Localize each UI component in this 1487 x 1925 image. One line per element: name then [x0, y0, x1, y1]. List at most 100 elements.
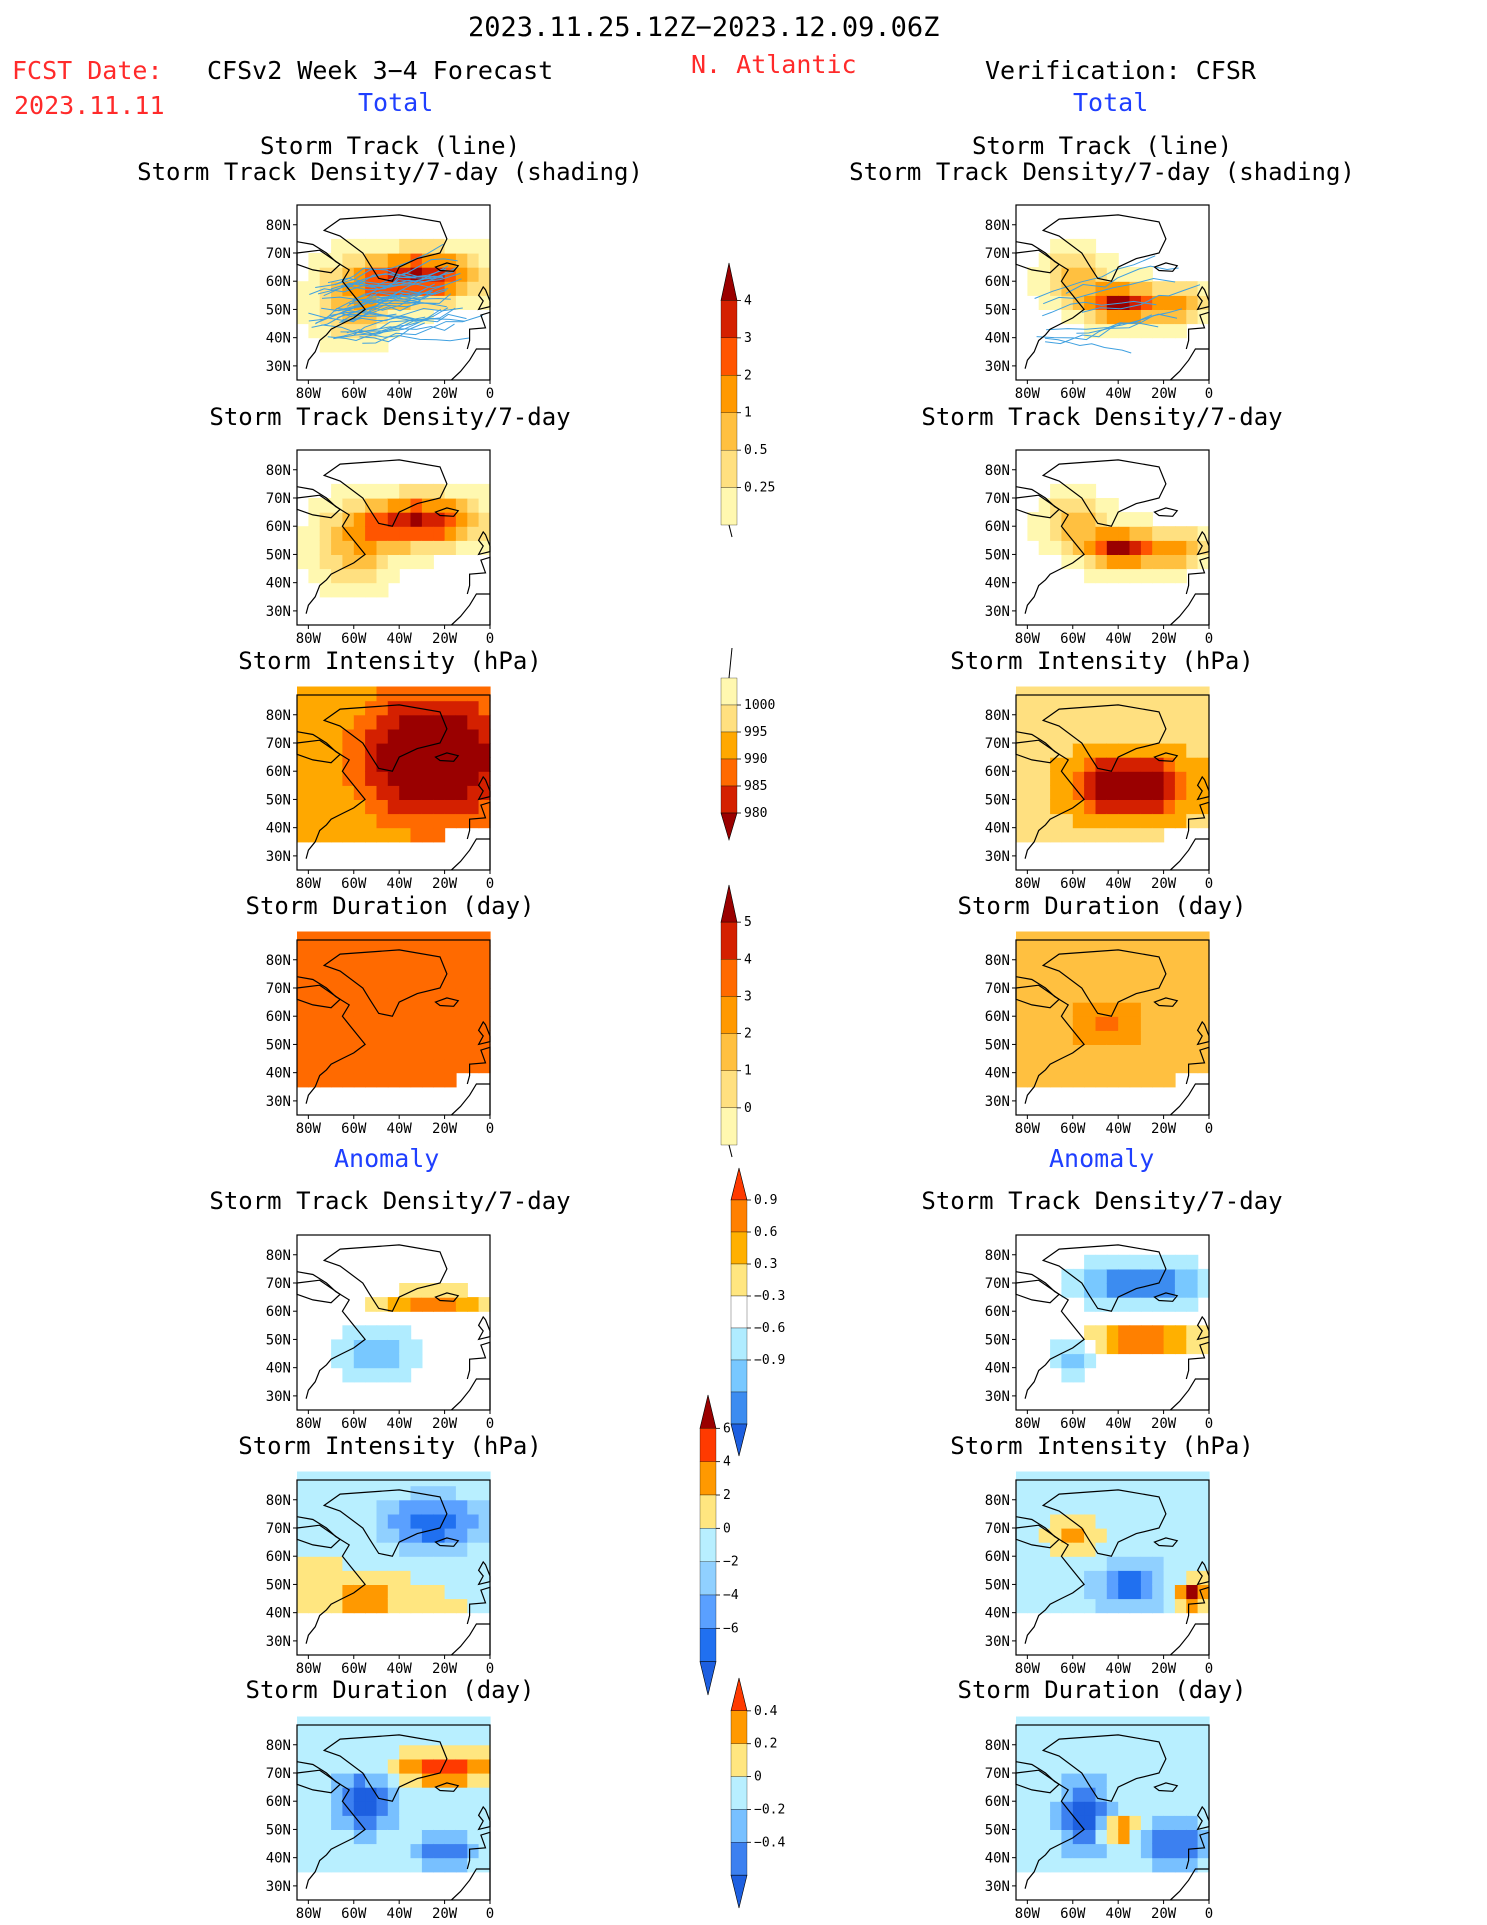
shade-cell — [353, 1513, 366, 1529]
shade-cell — [1186, 309, 1199, 325]
shade-cell — [1106, 1339, 1119, 1355]
lon-tick-label: 60W — [1060, 1416, 1086, 1432]
map-frame — [1015, 694, 1210, 871]
shade-cell — [1186, 700, 1199, 716]
lon-tick-label: 20W — [432, 876, 458, 892]
shade-cell — [1016, 1528, 1028, 1543]
shade-cell — [1152, 1485, 1165, 1501]
shade-cell — [455, 512, 468, 527]
shade-cell — [342, 1072, 355, 1088]
colorbar-segment — [720, 758, 738, 787]
panel-title: Storm Duration (day) — [245, 1676, 535, 1704]
shade-cell — [308, 1857, 321, 1873]
shade-cell — [1050, 281, 1063, 296]
shade-cell — [1163, 771, 1176, 786]
shade-cell — [444, 1513, 457, 1529]
shade-cell — [455, 799, 468, 815]
map-frame — [296, 204, 491, 381]
shade-cell — [399, 1339, 412, 1355]
shade-cell — [1140, 1801, 1153, 1816]
panel-title: Storm Intensity (hPa) — [950, 647, 1254, 675]
shade-cell — [353, 1002, 366, 1017]
shade-cell — [1163, 1044, 1176, 1060]
shade-cell — [376, 1058, 389, 1074]
shade-cell — [1084, 1072, 1097, 1088]
shade-cell — [1118, 281, 1131, 296]
shade-cell — [1038, 771, 1051, 786]
shade-cell — [1140, 1072, 1153, 1088]
lat-tick-label: 30N — [985, 1879, 1010, 1895]
map-frame — [1015, 939, 1210, 1116]
shade-cell — [1106, 498, 1119, 513]
colorbar-tick-label: −4 — [723, 1588, 739, 1603]
shade-cell — [1129, 799, 1142, 815]
shade-cell — [353, 1787, 366, 1802]
shade-cell — [1072, 799, 1085, 815]
shade-cell — [1140, 1815, 1153, 1830]
verification-title: Verification: CFSR — [985, 56, 1256, 85]
map-frame — [296, 1724, 491, 1901]
shade-cell — [1152, 1513, 1165, 1529]
shade-cell — [387, 238, 400, 254]
panel-title: Storm Intensity (hPa) — [950, 1432, 1254, 1460]
shade-cell — [1095, 988, 1108, 1003]
lat-tick-label: 70N — [266, 1766, 291, 1782]
shade-cell — [331, 728, 344, 744]
shade-cell — [1118, 1584, 1131, 1600]
colorbar-arrow — [730, 1423, 748, 1457]
shade-cell — [1016, 686, 1028, 702]
shade-cell — [319, 1471, 332, 1487]
shade-cell — [365, 785, 378, 800]
shade-cell — [1061, 1744, 1074, 1760]
shade-cell — [1152, 1268, 1165, 1284]
shade-cell — [319, 813, 332, 829]
shade-cell — [1163, 1801, 1176, 1816]
lon-tick-label: 20W — [1151, 631, 1177, 647]
shade-cell — [1174, 813, 1187, 829]
shade-cell — [1050, 1815, 1063, 1830]
shade-cell — [1163, 1758, 1176, 1774]
storm-track-line — [339, 292, 440, 324]
shade-cell — [1197, 973, 1210, 989]
shade-cell — [1174, 1044, 1187, 1060]
shade-cell — [1186, 1801, 1199, 1816]
shade-cell — [1106, 959, 1119, 975]
shade-cell — [365, 1367, 378, 1383]
lon-tick-label: 40W — [1106, 386, 1132, 402]
shade-cell — [455, 1030, 468, 1045]
shade-cell — [1197, 1584, 1210, 1600]
lon-tick-label: 0 — [486, 1661, 494, 1677]
shade-cell — [1095, 540, 1108, 555]
shade-cell — [444, 1556, 457, 1571]
shade-cell — [1050, 973, 1063, 989]
coastline — [450, 838, 490, 871]
shade-cell — [467, 498, 480, 513]
shade-cell — [319, 1716, 332, 1732]
shade-cell — [387, 1499, 400, 1515]
shade-cell — [455, 1857, 468, 1873]
shade-cell — [1027, 1485, 1040, 1501]
shade-cell — [444, 945, 457, 961]
shade-cell — [1197, 1044, 1210, 1060]
shade-cell — [1163, 959, 1176, 975]
lat-tick-label: 40N — [985, 1606, 1010, 1622]
shade-cell — [455, 238, 468, 254]
shade-cell — [319, 686, 332, 702]
shade-cell — [1072, 483, 1085, 499]
shade-cell — [1027, 1584, 1040, 1600]
shade-cell — [1038, 757, 1051, 772]
shade-cell — [1038, 1744, 1051, 1760]
shade-cell — [1118, 1485, 1131, 1501]
shade-cell — [387, 498, 400, 513]
shade-cell — [1118, 945, 1131, 961]
shade-cell — [297, 799, 309, 815]
shade-cell — [399, 714, 412, 730]
shade-cell — [353, 1367, 366, 1383]
shade-cell — [433, 799, 446, 815]
shade-cell — [421, 771, 434, 786]
shade-cell — [1095, 686, 1108, 702]
lon-tick-label: 60W — [1060, 386, 1086, 402]
shade-cell — [1095, 568, 1108, 584]
